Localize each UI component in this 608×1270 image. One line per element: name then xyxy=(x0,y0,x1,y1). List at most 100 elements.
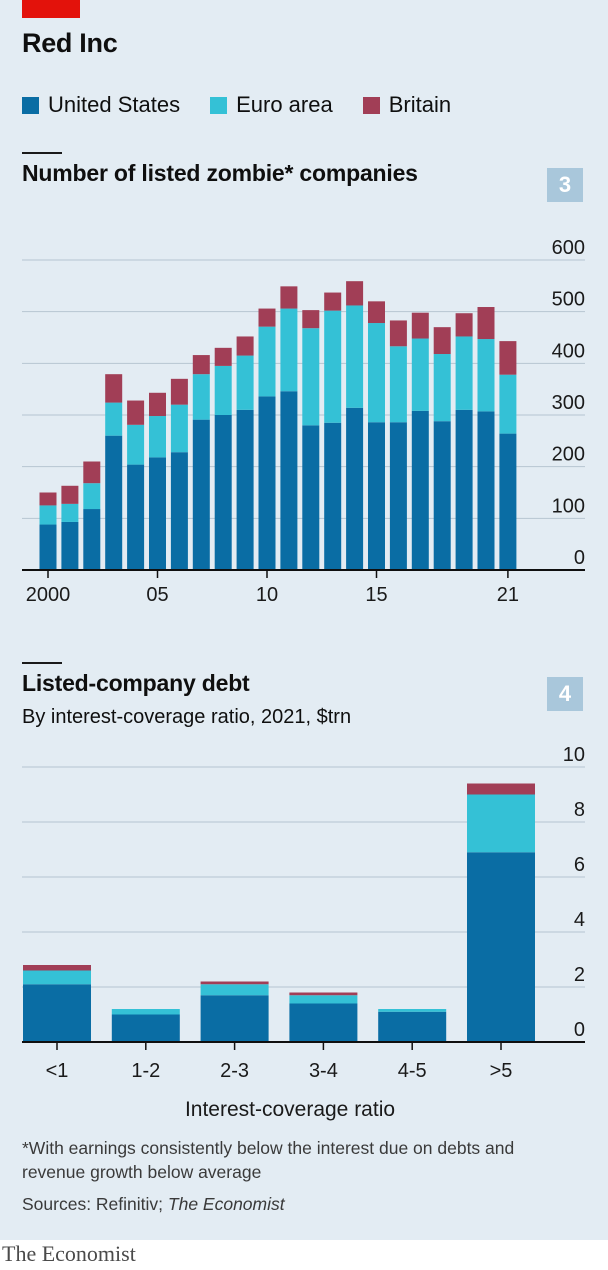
chart-4-bar-4-5-euro-area xyxy=(378,1009,447,1012)
chart-3-x-tick-15: 15 xyxy=(365,584,387,606)
chart-3-bar-2013-britain xyxy=(324,292,342,311)
chart-4-bar-2-3-euro-area xyxy=(200,984,269,996)
chart-3-bar-2020-euro-area xyxy=(477,339,495,412)
chart-3-bar-2009-britain xyxy=(236,336,254,356)
legend-item-united-states: United States xyxy=(22,92,180,118)
chart-3-bar-2015-britain xyxy=(368,301,385,324)
chart-4-y-tick-2: 2 xyxy=(574,964,585,986)
chart-3-bar-2002-united-states xyxy=(83,509,101,570)
chart-3-bar-2007-euro-area xyxy=(192,374,210,420)
chart-3-bar-2020-britain xyxy=(477,307,495,340)
chart-3-bar-2000-euro-area xyxy=(39,505,57,525)
chart-3-y-tick-0: 0 xyxy=(574,547,585,569)
chart-3-bar-2003-united-states xyxy=(105,435,123,570)
chart-3-title: Number of listed zombie* companies xyxy=(22,160,418,186)
chart-4-y-tick-10: 10 xyxy=(563,744,585,766)
chart-4-bar-gt5-euro-area xyxy=(467,794,535,853)
chart-4-bar-3-4-euro-area xyxy=(289,995,358,1004)
chart-3-bar-2010-britain xyxy=(258,308,276,327)
chart-4-number-badge: 4 xyxy=(547,677,583,711)
chart-3-bar-2014-britain xyxy=(346,281,364,306)
chart-3-bar-2011-euro-area xyxy=(280,308,298,392)
chart-3-x-tick-05: 05 xyxy=(146,584,168,606)
chart-3-bar-2000-united-states xyxy=(39,524,57,570)
main-title: Red Inc xyxy=(22,28,118,58)
chart-4-bar-lt1-united-states xyxy=(23,984,91,1042)
chart-3-bar-2003-britain xyxy=(105,374,123,403)
chart-3-y-tick-600: 600 xyxy=(552,237,585,259)
chart-4-bar-lt1-britain xyxy=(23,965,91,971)
chart-3-bar-2008-united-states xyxy=(214,415,232,570)
sources-label: Sources: Refinitiv; xyxy=(22,1194,168,1214)
chart-3-bar-2005-euro-area xyxy=(149,416,166,458)
chart-4-title: Listed-company debt xyxy=(22,670,250,696)
legend-item-britain: Britain xyxy=(362,92,452,118)
chart-4-bar-2-3-united-states xyxy=(200,995,269,1042)
chart-3-bar-2021-euro-area xyxy=(499,374,517,434)
chart-3-bar-2009-united-states xyxy=(236,409,254,570)
legend-label-britain: Britain xyxy=(388,92,452,117)
chart-3-bar-2013-united-states xyxy=(324,422,342,570)
chart-3-y-tick-500: 500 xyxy=(552,289,585,311)
chart-3-bar-2002-euro-area xyxy=(83,483,101,510)
legend-swatch-britain xyxy=(362,96,380,114)
chart-3-bar-2014-united-states xyxy=(346,407,364,570)
chart-3-bar-2014-euro-area xyxy=(346,305,364,408)
chart-3-plot: 0 100 200 300 400 500 600 2000 05 10 15 21 xyxy=(22,237,585,606)
chart-3-y-tick-100: 100 xyxy=(552,495,585,517)
brand-red-tag xyxy=(22,0,80,18)
footnote: *With earnings consistently below the in… xyxy=(22,1138,515,1182)
chart-3-bar-2004-united-states xyxy=(127,464,145,570)
chart-3-y-tick-300: 300 xyxy=(552,392,585,414)
chart-3-bar-2002-britain xyxy=(83,461,101,484)
chart-3-bar-2004-britain xyxy=(127,400,145,425)
chart-3-bar-2005-britain xyxy=(149,392,166,417)
chart-3-bar-2017-united-states xyxy=(411,410,429,570)
chart-3-bar-2013-euro-area xyxy=(324,310,342,423)
chart-3-bar-2010-euro-area xyxy=(258,326,276,397)
chart-4-subtitle: By interest-coverage ratio, 2021, $trn xyxy=(22,706,352,728)
chart-3-bar-2007-britain xyxy=(192,355,210,375)
chart-3-bar-2016-britain xyxy=(389,320,407,347)
chart-4-bar-lt1-euro-area xyxy=(23,970,91,985)
chart-4-x-tick-5: >5 xyxy=(490,1060,513,1082)
chart-3-bar-2006-euro-area xyxy=(170,404,188,453)
chart-3-bar-2019-euro-area xyxy=(455,336,473,410)
chart-3-y-tick-200: 200 xyxy=(552,444,585,466)
legend-item-euro-area: Euro area xyxy=(210,92,333,118)
chart-3-bar-2016-united-states xyxy=(389,422,407,570)
chart-3-bar-2001-euro-area xyxy=(61,503,79,522)
chart-4-bar-3-4-britain xyxy=(289,992,358,996)
chart-3-bar-2012-united-states xyxy=(302,425,320,570)
chart-3-bar-2003-euro-area xyxy=(105,402,123,436)
chart-4-plot: 0 2 4 6 8 10 <1 1-2 2-3 3-4 4-5 >5 Interest-coverage… xyxy=(22,744,585,1121)
chart-3-bar-2020-united-states xyxy=(477,411,495,570)
chart-3-bar-2008-britain xyxy=(214,347,232,366)
chart-3-bar-2021-united-states xyxy=(499,433,517,570)
chart-4-bar-gt5-united-states xyxy=(467,852,535,1042)
chart-3-rule xyxy=(22,152,62,154)
chart-3-bar-2019-britain xyxy=(455,313,473,337)
chart-4-x-tick-0: <1 xyxy=(46,1060,69,1082)
chart-3-bar-2010-united-states xyxy=(258,396,276,570)
chart-4-y-tick-0: 0 xyxy=(574,1019,585,1041)
chart-3-bar-2017-britain xyxy=(411,312,429,339)
chart-3-bar-2011-britain xyxy=(280,286,298,309)
chart-4-bar-2-3-britain xyxy=(200,981,269,985)
chart-3-bar-2004-euro-area xyxy=(127,424,145,465)
chart-3-bar-2009-euro-area xyxy=(236,355,254,410)
chart-3-bar-2017-euro-area xyxy=(411,338,429,411)
chart-3-bar-2015-united-states xyxy=(368,422,385,570)
chart-3-bar-2012-euro-area xyxy=(302,328,320,426)
chart-4-bar-3-4-united-states xyxy=(289,1003,358,1042)
chart-4-y-tick-4: 4 xyxy=(574,909,585,931)
chart-3-bar-2005-united-states xyxy=(149,457,166,570)
chart-3-y-tick-400: 400 xyxy=(552,340,585,362)
chart-4-x-axis-label: Interest-coverage ratio xyxy=(185,1098,395,1121)
chart-3-x-tick-2000: 2000 xyxy=(26,584,71,606)
chart-4-rule xyxy=(22,662,62,664)
chart-3-bar-2019-united-states xyxy=(455,409,473,570)
chart-3-bar-2001-britain xyxy=(61,485,79,504)
chart-3-bar-2018-euro-area xyxy=(433,354,451,422)
legend-swatch-euro-area xyxy=(210,96,228,114)
